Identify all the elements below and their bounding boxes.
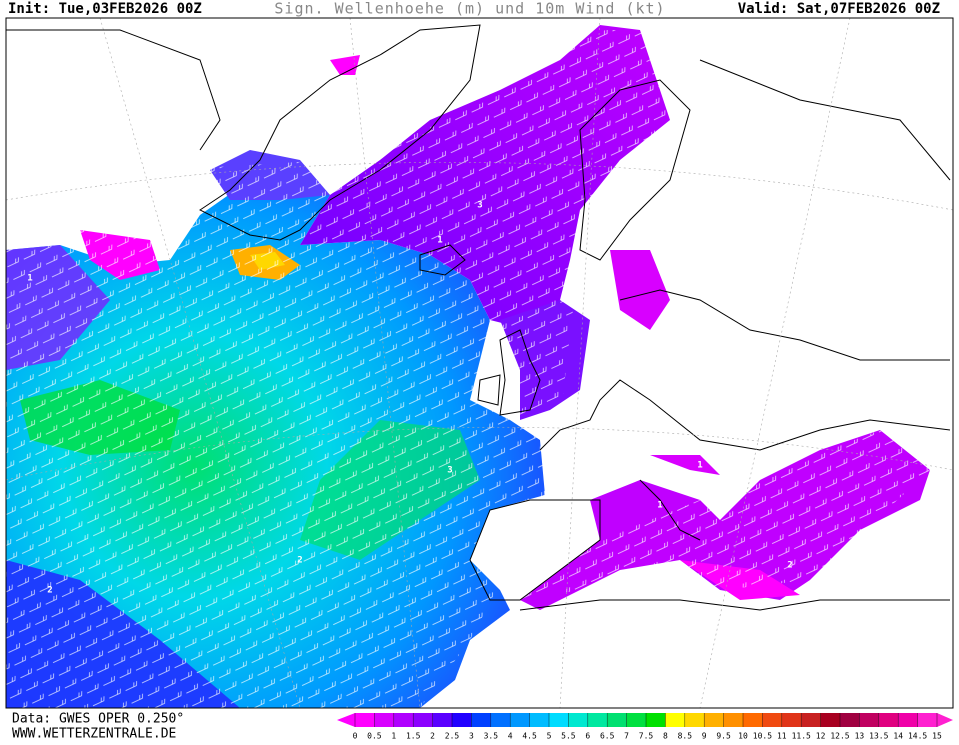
- colorbar-label: 0: [353, 732, 358, 741]
- colorbar-label: 6.5: [600, 732, 615, 741]
- contour-label: 2: [787, 561, 792, 571]
- colorbar-label: 10.5: [753, 732, 772, 741]
- colorbar-cell: [801, 713, 821, 727]
- colorbar-cell: [840, 713, 860, 727]
- contour-label: 1: [697, 461, 702, 471]
- colorbar-cell: [898, 713, 918, 727]
- map-title: Sign. Wellenhoehe (m) und 10m Wind (kt): [274, 0, 665, 18]
- colorbar-label: 1: [391, 732, 396, 741]
- colorbar-cell: [646, 713, 666, 727]
- colorbar-cell: [781, 713, 802, 727]
- contour-label: 1: [437, 236, 442, 246]
- contour-labels: 1 2 3 3 2 1 1 2 1: [27, 201, 792, 596]
- colorbar-label: 11: [777, 732, 787, 741]
- colorbar-label: 5.5: [561, 732, 576, 741]
- colorbar-cell: [607, 713, 627, 727]
- colorbar-label: 15: [932, 732, 942, 741]
- colorbar-cell: [878, 713, 899, 727]
- colorbar: 0 0.5 1 1.5 2 2.5 3 3.5 4 4.5 5 5.5 6 6.5 7 7.5 8 8.5 9 9.5…: [337, 713, 953, 741]
- contour-label: 3: [477, 201, 482, 211]
- data-source: Data: GWES OPER 0.250°: [12, 712, 184, 727]
- colorbar-cell: [471, 713, 491, 727]
- contour-label: 2: [297, 556, 302, 566]
- colorbar-label: 3: [469, 732, 474, 741]
- colorbar-label: 2.5: [445, 732, 460, 741]
- colorbar-cell: [704, 713, 724, 727]
- colorbar-label: 8: [663, 732, 668, 741]
- colorbar-label: 13: [855, 732, 865, 741]
- colorbar-cell: [859, 713, 879, 727]
- colorbar-cell: [626, 713, 646, 727]
- colorbar-label: 1.5: [406, 732, 421, 741]
- colorbar-cell: [413, 713, 433, 727]
- colorbar-label: 2: [430, 732, 435, 741]
- colorbar-label: 4.5: [522, 732, 537, 741]
- colorbar-cell: [743, 713, 763, 727]
- colorbar-cell: [762, 713, 782, 727]
- colorbar-cell: [374, 713, 394, 727]
- colorbar-arrow-low: [337, 713, 355, 727]
- contour-label: 1: [27, 274, 32, 284]
- colorbar-label: 13.5: [869, 732, 888, 741]
- website: WWW.WETTERZENTRALE.DE: [12, 727, 176, 742]
- map: 1 2 3 3 2 1 1 2 1: [6, 18, 953, 708]
- colorbar-cell: [917, 713, 937, 727]
- map-frame: [5, 17, 954, 709]
- colorbar-label: 6: [585, 732, 590, 741]
- contour-label: 1: [657, 501, 662, 511]
- colorbar-cell: [820, 713, 840, 727]
- colorbar-cell: [549, 713, 569, 727]
- colorbar-cell: [452, 713, 472, 727]
- colorbar-label: 0.5: [367, 732, 382, 741]
- colorbar-label: 3.5: [484, 732, 499, 741]
- colorbar-label: 5: [547, 732, 552, 741]
- contour-label: 2: [47, 586, 52, 596]
- colorbar-cell: [568, 713, 588, 727]
- colorbar-cell: [665, 713, 685, 727]
- colorbar-label: 14: [893, 732, 903, 741]
- colorbar-label: 12: [816, 732, 826, 741]
- colorbar-label: 7: [624, 732, 629, 741]
- colorbar-cell: [510, 713, 530, 727]
- colorbar-label: 7.5: [639, 732, 654, 741]
- colorbar-cell: [587, 713, 608, 727]
- colorbar-arrow-high: [937, 713, 953, 727]
- colorbar-label: 4: [508, 732, 513, 741]
- colorbar-cell: [355, 713, 375, 727]
- colorbar-cell: [529, 713, 549, 727]
- colorbar-cell: [490, 713, 511, 727]
- colorbar-cell: [684, 713, 705, 727]
- colorbar-label: 8.5: [678, 732, 693, 741]
- colorbar-label: 14.5: [908, 732, 927, 741]
- colorbar-cell: [432, 713, 452, 727]
- colorbar-label: 11.5: [792, 732, 811, 741]
- colorbar-cell: [723, 713, 743, 727]
- colorbar-label: 9.5: [716, 732, 731, 741]
- valid-time: Valid: Sat,07FEB2026 00Z: [738, 1, 940, 17]
- colorbar-label: 10: [738, 732, 748, 741]
- colorbar-cell: [393, 713, 414, 727]
- init-time: Init: Tue,03FEB2026 00Z: [8, 1, 202, 17]
- colorbar-label: 12.5: [830, 732, 849, 741]
- colorbar-label: 9: [702, 732, 707, 741]
- contour-label: 3: [447, 466, 452, 476]
